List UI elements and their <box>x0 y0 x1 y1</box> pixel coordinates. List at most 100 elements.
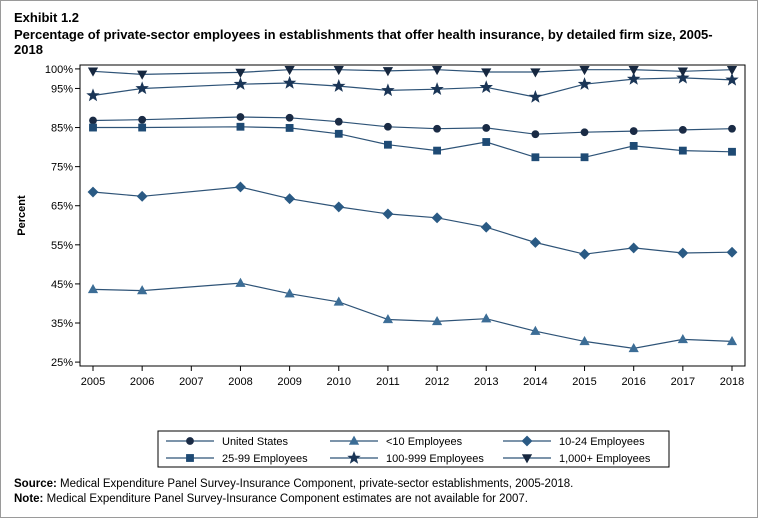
axes: 25% 35% 45% 55% 65% 75% 85% 95% 100% 2005 2006 2007… <box>16 64 746 388</box>
legend-marker <box>348 435 360 445</box>
data-point <box>479 80 493 93</box>
data-point <box>284 193 296 205</box>
data-point <box>135 81 149 95</box>
x-tick-label: 2011 <box>376 376 400 388</box>
data-point <box>678 146 687 155</box>
plot-area-border <box>79 64 746 367</box>
data-point <box>433 146 441 155</box>
series-triangle-down <box>87 65 738 80</box>
data-point <box>725 72 739 86</box>
data-point <box>236 122 245 131</box>
legend-label: <10 Employees <box>386 436 463 448</box>
data-point <box>236 113 245 121</box>
chart-title: Percentage of private-sector employees i… <box>14 27 713 57</box>
data-point <box>677 67 688 77</box>
data-point <box>580 128 589 137</box>
data-point <box>430 82 444 95</box>
data-point <box>233 77 248 90</box>
data-point <box>726 65 738 76</box>
source-label: Source: <box>14 478 57 490</box>
legend-label: 10-24 Employees <box>559 436 645 448</box>
legend-marker <box>186 454 194 462</box>
data-point <box>579 335 590 346</box>
data-point <box>285 124 294 132</box>
data-point <box>381 83 395 97</box>
x-tick-label: 2008 <box>228 376 252 388</box>
data-point <box>530 68 541 78</box>
y-tick-label: 55% <box>51 240 73 252</box>
data-point <box>629 127 638 135</box>
legend-marker <box>521 435 533 447</box>
data-point <box>531 130 540 139</box>
legend-label: 1,000+ Employees <box>559 453 651 465</box>
series-star <box>86 70 739 103</box>
x-tick-label: 2016 <box>621 376 645 388</box>
legend-label: 25-99 Employees <box>222 453 308 465</box>
data-point <box>384 122 392 131</box>
legend-item: 1,000+ Employees <box>503 453 651 465</box>
data-point <box>577 77 592 90</box>
data-point <box>480 221 492 233</box>
data-point <box>628 65 639 76</box>
y-tick-label: 100% <box>45 64 73 76</box>
y-tick-label: 95% <box>51 83 73 95</box>
data-point <box>529 237 541 248</box>
data-point <box>382 67 394 77</box>
legend-item: 100-999 Employees <box>330 450 484 465</box>
series-diamond <box>87 181 738 260</box>
data-point <box>528 89 543 103</box>
data-point <box>284 288 295 298</box>
data-point <box>580 153 589 162</box>
x-tick-label: 2013 <box>474 376 498 388</box>
legend-label: 100-999 Employees <box>386 453 484 465</box>
data-point <box>728 147 736 156</box>
legend-box <box>157 430 670 468</box>
data-point <box>628 242 640 254</box>
data-point <box>86 88 100 102</box>
data-point <box>726 335 738 346</box>
data-point <box>284 65 295 76</box>
source-text: Medical Expenditure Panel Survey-Insuran… <box>60 478 574 490</box>
data-point <box>481 68 492 78</box>
availability-note: Note: Medical Expenditure Panel Survey-I… <box>14 492 573 507</box>
data-point <box>334 129 343 138</box>
data-point <box>431 212 443 224</box>
data-point <box>726 246 738 258</box>
legend-item: 10-24 Employees <box>503 435 645 448</box>
data-point <box>333 296 344 306</box>
x-tick-label: 2007 <box>179 376 203 388</box>
data-point <box>676 70 690 84</box>
data-point <box>382 208 394 220</box>
x-tick-label: 2014 <box>523 376 547 388</box>
note-label: Note: <box>14 493 44 505</box>
x-tick-label: 2015 <box>572 376 596 388</box>
data-point <box>433 124 441 133</box>
data-point <box>334 117 343 126</box>
data-point <box>677 334 688 344</box>
data-point <box>678 125 687 134</box>
x-tick-label: 2018 <box>720 376 744 388</box>
legend-item: <10 Employees <box>330 435 463 448</box>
series-circle <box>89 113 736 139</box>
data-point <box>235 68 246 78</box>
legend-label: United States <box>222 436 289 448</box>
data-point <box>384 140 392 149</box>
data-point <box>333 65 344 76</box>
legend-marker <box>186 437 194 445</box>
y-tick-label: 75% <box>51 162 73 174</box>
source-note: Source: Medical Expenditure Panel Survey… <box>14 477 573 492</box>
data-point <box>626 72 641 85</box>
legend-marker <box>347 450 361 464</box>
data-point <box>282 75 297 89</box>
note-text: Medical Expenditure Panel Survey-Insuran… <box>46 493 528 505</box>
data-point <box>431 65 443 76</box>
data-point <box>235 277 246 287</box>
data-point <box>137 285 148 295</box>
data-point <box>579 65 590 76</box>
data-point <box>481 313 492 323</box>
data-point <box>431 316 443 326</box>
footnotes: Source: Medical Expenditure Panel Survey… <box>14 477 573 507</box>
data-point <box>87 283 99 294</box>
data-point <box>235 181 246 193</box>
